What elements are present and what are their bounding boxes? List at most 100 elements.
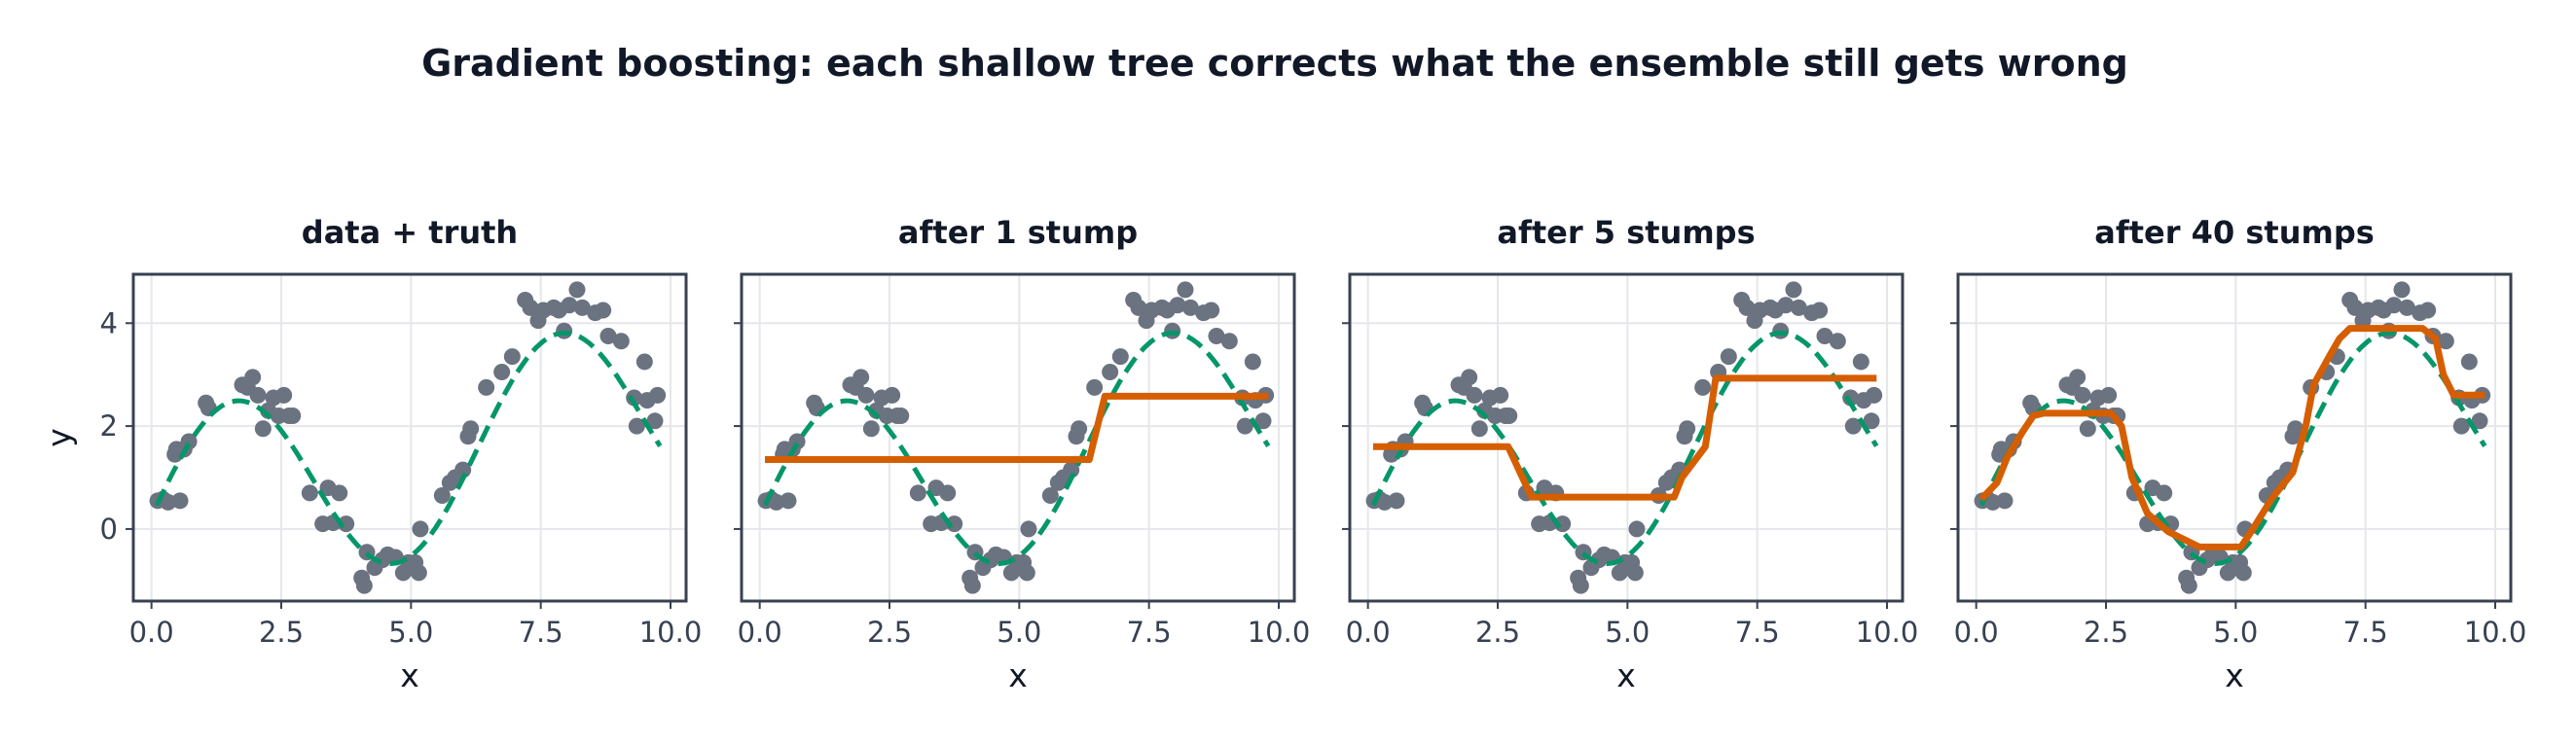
data-point	[1244, 353, 1261, 371]
data-point	[599, 327, 617, 344]
panels: 0.0 2.5 5.0 7.5 10.0 0 2 4 data + truth x y 0.0 2.5 5…	[40, 214, 2526, 694]
panel-title: after 5 stumps	[1497, 214, 1755, 251]
data-point	[1203, 302, 1220, 319]
data-point	[1816, 327, 1833, 344]
data-point	[1626, 564, 1644, 582]
x-tick-label: 7.5	[2343, 616, 2388, 649]
truth-curve	[154, 330, 663, 567]
data-point	[2398, 299, 2415, 316]
data-points	[149, 281, 667, 594]
data-point	[2234, 564, 2252, 582]
data-point	[462, 420, 480, 438]
data-point	[853, 369, 870, 386]
y-tick-label: 0	[100, 513, 118, 546]
data-point	[301, 484, 318, 502]
data-point	[1070, 420, 1088, 438]
data-points	[757, 281, 1275, 594]
data-point	[1086, 378, 1104, 396]
data-point	[2074, 386, 2091, 404]
data-point	[1720, 348, 1737, 366]
data-point	[1254, 412, 1272, 430]
data-point	[628, 417, 645, 435]
x-tick-label: 5.0	[997, 616, 1041, 649]
x-tick-label: 0.0	[129, 616, 174, 649]
panel-1: 0.0 2.5 5.0 7.5 10.0 0 2 4 data + truth x y	[40, 214, 702, 694]
x-tick-label: 10.0	[639, 616, 703, 649]
y-axis-label: y	[40, 428, 78, 447]
x-axis-label: x	[2225, 656, 2244, 694]
data-point	[2460, 353, 2478, 371]
x-tick-label: 5.0	[1605, 616, 1650, 649]
data-point	[249, 386, 267, 404]
x-tick-label: 7.5	[1127, 616, 1172, 649]
data-point	[963, 577, 981, 594]
data-point	[1790, 299, 1807, 316]
axes-frame	[1956, 272, 2513, 603]
data-point	[1208, 327, 1225, 344]
plot-area	[1974, 281, 2491, 594]
figure-title: Gradient boosting: each shallow tree cor…	[421, 42, 2128, 85]
x-axis-label: x	[400, 656, 419, 694]
panel-3: 0.0 2.5 5.0 7.5 10.0 after 5 stumps x	[1342, 214, 1918, 694]
truth-curve	[762, 330, 1271, 567]
data-point	[2180, 577, 2197, 594]
data-point	[1829, 333, 1846, 350]
data-point	[1102, 364, 1119, 381]
panel-4: 0.0 2.5 5.0 7.5 10.0 after 40 stumps x	[1950, 214, 2526, 694]
data-point	[1694, 378, 1712, 396]
data-point	[561, 297, 578, 314]
data-point	[1130, 299, 1147, 316]
data-point	[254, 420, 272, 438]
data-point	[1018, 564, 1035, 582]
data-point	[2437, 333, 2454, 350]
data-point	[1866, 386, 1883, 404]
data-point	[857, 386, 875, 404]
panel-title: after 1 stump	[898, 214, 1138, 251]
data-point	[275, 386, 293, 404]
data-point	[646, 412, 664, 430]
x-tick-label: 7.5	[519, 616, 563, 649]
data-point	[939, 484, 957, 502]
data-point	[2156, 484, 2173, 502]
data-point	[522, 299, 539, 316]
x-tick-label: 7.5	[1735, 616, 1780, 649]
data-point	[355, 577, 373, 594]
data-point	[1842, 389, 1860, 407]
data-point	[1501, 408, 1518, 425]
x-axis-label: x	[1616, 656, 1636, 694]
data-point	[433, 487, 451, 505]
data-point	[612, 333, 630, 350]
data-point	[503, 348, 521, 366]
data-point	[568, 281, 586, 299]
axes-frame	[1348, 272, 1905, 603]
data-point	[1461, 369, 1478, 386]
data-point	[412, 520, 429, 538]
data-point	[2287, 420, 2304, 438]
data-point	[635, 353, 653, 371]
data-point	[1863, 412, 1880, 430]
data-point	[2419, 302, 2437, 319]
data-point	[284, 408, 302, 425]
data-point	[1811, 302, 1829, 319]
x-tick-label: 10.0	[1856, 616, 1919, 649]
plot-area	[149, 281, 667, 594]
data-point	[2079, 420, 2096, 438]
data-point	[2346, 299, 2364, 316]
panel-title: data + truth	[302, 214, 518, 251]
ensemble-fit-line	[1978, 325, 2485, 550]
data-point	[649, 386, 667, 404]
data-point	[454, 461, 472, 479]
data-point	[1177, 281, 1194, 299]
plot-area	[757, 281, 1275, 594]
data-point	[862, 420, 880, 438]
data-point	[1628, 520, 1646, 538]
axes-frame	[131, 272, 688, 603]
axes-frame	[740, 272, 1296, 603]
data-point	[1785, 281, 1802, 299]
y-tick-label: 2	[100, 409, 118, 443]
data-point	[1492, 386, 1509, 404]
data-point	[1844, 417, 1862, 435]
data-point	[2471, 412, 2488, 430]
data-point	[410, 564, 427, 582]
